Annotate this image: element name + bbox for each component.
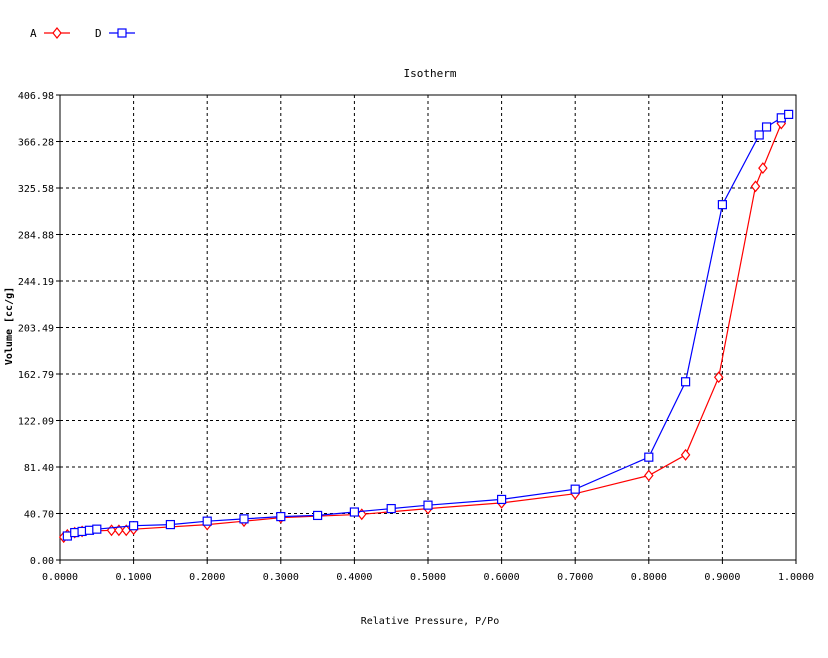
y-tick-label: 244.19 (18, 277, 54, 288)
series-d-point (497, 494, 507, 505)
series-a-point (750, 180, 761, 193)
series-d-point (386, 503, 396, 514)
y-tick-label: 40.70 (24, 510, 54, 521)
y-axis-ticks: 0.00 40.70 81.40 122.09 162.79 203.49 244.19 28… (18, 91, 60, 567)
series-a-point (121, 524, 132, 537)
series-d-point (92, 524, 102, 534)
series-a-point (644, 469, 654, 482)
x-tick-label: 0.5000 (410, 572, 446, 583)
x-tick-label: 0.7000 (557, 572, 593, 583)
series-d-point (423, 500, 433, 510)
series-d-point (129, 521, 139, 531)
series-d-point (349, 507, 359, 517)
y-tick-label: 325.58 (18, 184, 54, 195)
y-tick-label: 162.79 (18, 370, 54, 381)
y-tick-label: 366.28 (18, 138, 54, 149)
y-tick-label: 0.00 (30, 556, 54, 567)
y-tick-label: 122.09 (18, 417, 54, 428)
series-d-point (754, 130, 764, 140)
series-a-point (713, 371, 724, 384)
series-d-point (239, 514, 249, 524)
x-axis-title: Relative Pressure, P/Po (361, 616, 499, 627)
legend-label-d: D (95, 27, 102, 40)
x-tick-label: 0.9000 (704, 572, 740, 583)
series-a-point (114, 524, 124, 537)
legend-item-d: D (95, 27, 135, 40)
x-tick-label: 1.0000 (778, 572, 814, 583)
series-d-point (202, 516, 212, 526)
y-tick-label: 203.49 (18, 324, 54, 335)
series-d-point (276, 511, 286, 522)
series-d-point (761, 122, 772, 132)
series-d-point (717, 200, 728, 210)
x-tick-label: 0.0000 (42, 572, 78, 583)
y-axis-title: Volume [cc/g] (4, 287, 15, 365)
chart-title: Isotherm (404, 67, 457, 80)
series-a (58, 117, 787, 544)
series-a-line (63, 123, 782, 538)
y-tick-label: 284.88 (18, 231, 54, 242)
x-tick-label: 0.1000 (116, 572, 152, 583)
series-a-point (758, 162, 768, 175)
series-d-point (680, 377, 691, 387)
series-d-point (570, 484, 580, 494)
series-d-point (313, 510, 323, 521)
legend-label-a: A (30, 27, 37, 40)
series-layer (58, 109, 794, 544)
legend-item-a: A (30, 27, 70, 40)
series-d-point (784, 109, 794, 120)
x-tick-label: 0.3000 (263, 572, 299, 583)
legend-marker-a (52, 27, 62, 39)
x-axis-ticks: 0.0000 0.1000 0.2000 0.3000 0.4000 0.5000 0.60… (42, 560, 814, 583)
series-d-point (165, 519, 175, 530)
series-d-point (644, 452, 654, 462)
series-a-point (680, 448, 691, 461)
x-tick-label: 0.4000 (336, 572, 372, 583)
series-d (62, 109, 794, 541)
y-tick-label: 81.40 (24, 463, 54, 474)
grid-lines (60, 95, 796, 560)
x-tick-label: 0.2000 (189, 572, 225, 583)
y-tick-label: 406.98 (18, 91, 54, 102)
x-tick-label: 0.8000 (631, 572, 667, 583)
x-tick-label: 0.6000 (484, 572, 520, 583)
legend-marker-d (117, 28, 127, 38)
